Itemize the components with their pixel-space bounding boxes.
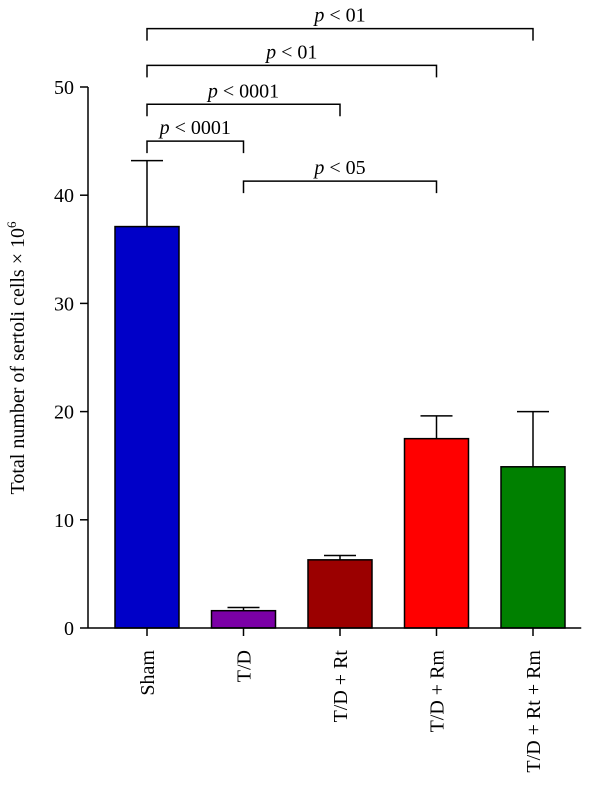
y-tick-label: 40: [54, 185, 74, 207]
x-tick-label: T/D: [234, 650, 256, 682]
y-axis-label: Total number of sertoli cells × 106: [4, 221, 29, 494]
bar: [210, 609, 277, 629]
y-tick-label: 0: [64, 618, 74, 640]
y-tick-label: 10: [54, 510, 74, 532]
y-tick-label: 20: [54, 402, 74, 424]
significance-bracket: [146, 27, 534, 41]
significance-bracket: [146, 140, 245, 154]
significance-bracket: [146, 103, 341, 117]
significance-label: p < 0001: [206, 80, 279, 102]
error-bars: [131, 159, 549, 611]
bar: [403, 437, 470, 629]
x-axis: Sham T/D T/D + Rt T/D + Rm T/D + Rt + Rm: [88, 627, 582, 773]
bar: [114, 225, 180, 629]
x-tick-label: T/D + Rt: [330, 650, 352, 723]
significance-bracket: [146, 64, 438, 78]
x-tick-label: T/D + Rm: [427, 650, 449, 733]
significance-bracket: [242, 180, 438, 194]
significance-label: p < 01: [312, 5, 365, 27]
x-tick-label: T/D + Rt + Rm: [523, 650, 545, 773]
significance-brackets: p < 0001 p < 0001 p < 01 p < 01 p < 05: [146, 5, 534, 194]
significance-label: p < 01: [264, 41, 317, 63]
bars: [114, 225, 566, 629]
x-tick-label: Sham: [137, 650, 159, 696]
bar: [307, 559, 373, 629]
significance-label: p < 05: [312, 157, 365, 179]
y-tick-label: 30: [54, 293, 74, 315]
y-tick-label: 50: [54, 77, 74, 99]
significance-label: p < 0001: [158, 117, 231, 139]
bar: [500, 466, 566, 629]
y-axis: 0 10 20 30 40 50: [54, 77, 89, 640]
